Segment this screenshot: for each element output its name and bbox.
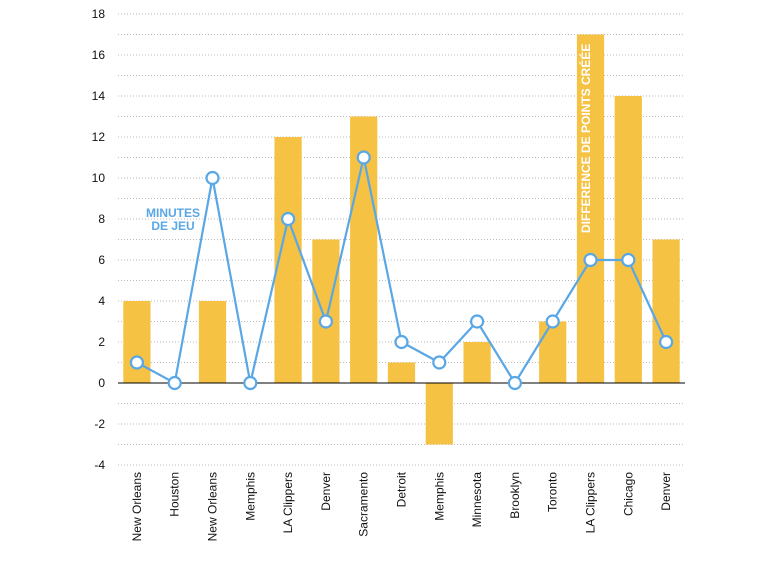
bar xyxy=(387,362,416,383)
line-point xyxy=(318,314,333,329)
bar-series-label: DIFFERENCE DE POINTS CRÉÉE xyxy=(578,44,593,233)
y-tick-label: 6 xyxy=(98,253,105,267)
x-tick-label: Houston xyxy=(168,472,182,517)
x-tick-label: LA Clippers xyxy=(281,472,295,533)
x-tick-label: New Orleans xyxy=(206,472,220,541)
bar xyxy=(652,239,680,383)
line-point xyxy=(470,314,485,329)
x-tick-label: Chicago xyxy=(621,472,635,516)
x-tick-label: Denver xyxy=(659,472,673,511)
y-tick-label: 4 xyxy=(98,294,105,308)
y-tick-label: 12 xyxy=(92,130,106,144)
x-tick-label: Detroit xyxy=(395,471,409,507)
bar-series xyxy=(123,34,680,445)
x-axis: New Orleans Houston New Orleans Memphis LA C… xyxy=(130,471,673,541)
x-tick-label: Minnesota xyxy=(470,472,484,528)
line-series-label-line1: MINUTES xyxy=(146,206,200,220)
line-point xyxy=(507,375,523,391)
x-tick-label: Memphis xyxy=(243,472,257,521)
x-tick-label: Toronto xyxy=(546,472,560,512)
bar xyxy=(576,34,605,383)
y-tick-label: -4 xyxy=(94,458,105,472)
line-point xyxy=(394,334,409,350)
x-tick-label: New Orleans xyxy=(130,472,144,541)
bar xyxy=(425,383,453,445)
line-point xyxy=(583,252,598,268)
y-tick-label: 2 xyxy=(98,335,105,349)
line-point xyxy=(205,170,220,186)
line-point xyxy=(658,334,674,350)
line-series xyxy=(129,150,674,391)
annotations: MINUTES DE JEU DIFFERENCE DE POINTS CRÉÉ… xyxy=(146,44,593,233)
bar xyxy=(312,239,340,383)
line-series-label-line2: DE JEU xyxy=(151,219,194,233)
y-tick-label: 8 xyxy=(98,212,105,226)
y-tick-label: 0 xyxy=(98,376,105,390)
x-tick-label: Memphis xyxy=(432,472,446,521)
x-tick-label: Denver xyxy=(319,472,333,511)
x-tick-label: Brooklyn xyxy=(508,472,522,519)
line-point xyxy=(356,150,371,165)
bar xyxy=(198,301,227,383)
line-point xyxy=(621,252,636,268)
line-point xyxy=(243,375,258,391)
x-tick-label: Sacramento xyxy=(357,472,371,537)
line-point xyxy=(545,314,560,329)
line-point xyxy=(129,355,144,370)
y-tick-label: 16 xyxy=(92,48,106,62)
bar xyxy=(123,301,151,383)
line-point xyxy=(167,375,182,391)
y-tick-label: -2 xyxy=(94,417,105,431)
y-tick-label: 18 xyxy=(92,7,106,21)
y-axis: -4 -2 0 2 4 6 8 10 12 14 16 18 xyxy=(92,7,106,472)
bar xyxy=(463,342,491,383)
bar xyxy=(614,96,642,383)
x-tick-label: LA Clippers xyxy=(584,472,598,533)
bar xyxy=(539,321,567,383)
line-point xyxy=(281,211,296,227)
line-point xyxy=(432,355,447,370)
y-tick-label: 14 xyxy=(92,89,106,103)
y-tick-label: 10 xyxy=(92,171,106,185)
